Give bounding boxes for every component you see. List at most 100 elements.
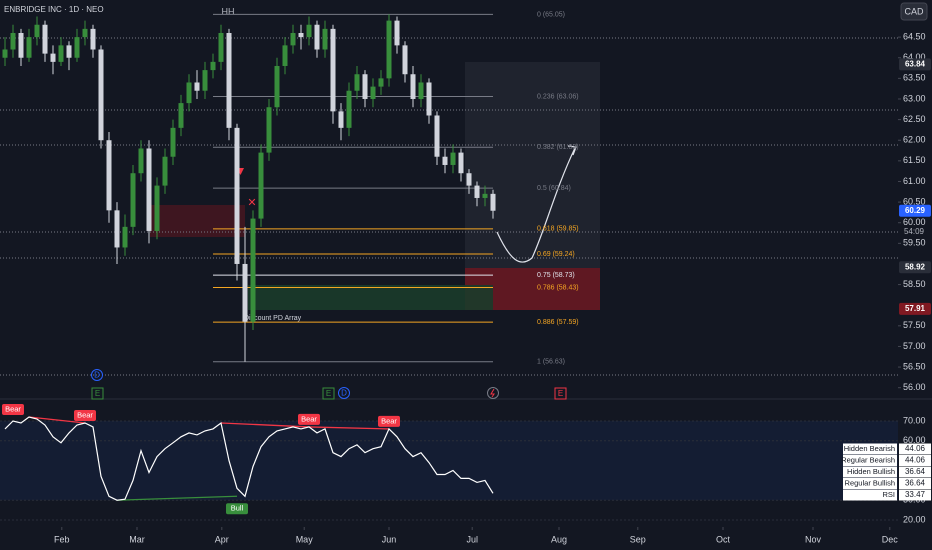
candle-body: [90, 28, 96, 50]
candle-body: [202, 70, 208, 91]
x-tick-label: Dec: [882, 534, 899, 544]
y-tick-label: 61.00: [903, 176, 926, 186]
candle-body: [378, 78, 384, 87]
candle-body: [442, 156, 448, 165]
y-tick-label: 64.50: [903, 31, 926, 41]
event[interactable]: D: [94, 371, 100, 380]
candle-body: [234, 127, 240, 264]
event[interactable]: D: [341, 389, 347, 398]
candle-body: [106, 140, 112, 211]
y-tick-label: 56.50: [903, 361, 926, 371]
legend-name: Hidden Bullish: [847, 467, 895, 476]
legend-value-box: [899, 443, 931, 455]
event[interactable]: E: [326, 389, 331, 398]
y-tick-label: 20.00: [903, 514, 926, 524]
y-tick-label: 60.00: [903, 217, 926, 227]
legend-value: 36.64: [905, 467, 926, 476]
y-tick-label: 57.00: [903, 341, 926, 351]
legend-value-box: [899, 478, 931, 489]
x-tick-label: Apr: [215, 534, 229, 544]
fib-label: 1 (56.63): [537, 359, 565, 366]
candle-body: [434, 115, 440, 157]
x-tick-label: Jul: [466, 534, 478, 544]
x-tick-label: Jun: [382, 534, 397, 544]
fib-label: 0.886 (57.59): [537, 319, 579, 326]
y-tick-label: 61.50: [903, 155, 926, 165]
price-badge-label: 58.92: [905, 262, 926, 271]
legend-value-box: [899, 489, 931, 501]
candle-body: [66, 45, 72, 58]
candle-body: [74, 37, 80, 58]
candle-body: [114, 210, 120, 248]
y-tick-label: 59.50: [903, 238, 926, 248]
candle-body: [242, 263, 248, 322]
countdown: 54:09: [904, 227, 925, 236]
y-tick-label: 57.50: [903, 320, 926, 330]
candle-body: [26, 37, 32, 58]
candle-body: [34, 24, 40, 38]
y-tick-label: 56.00: [903, 382, 926, 392]
legend-name: Hidden Bearish: [844, 444, 895, 453]
legend-name: Regular Bearish: [841, 455, 895, 464]
candle-body: [410, 74, 416, 99]
fib-label: 0.786 (58.43): [537, 284, 579, 291]
fib-label: 0 (65.05): [537, 11, 565, 18]
candle-body: [122, 226, 128, 248]
rsi-band: [0, 420, 898, 501]
price-badge: [899, 58, 931, 71]
fib-label: 0.69 (59.24): [537, 251, 575, 258]
legend-box: [843, 489, 897, 501]
candle-body: [82, 28, 88, 38]
y-tick-label: 60.00: [903, 435, 926, 445]
legend-value: 44.06: [905, 444, 926, 453]
signal-badge: [298, 413, 320, 425]
divergence-line: [116, 495, 238, 501]
x-tick-label: Aug: [551, 534, 567, 544]
price-badge-label: 60.29: [905, 206, 926, 215]
candle-body: [394, 20, 400, 46]
candle-body: [466, 173, 472, 186]
price-badge: [899, 302, 931, 315]
event[interactable]: E: [558, 389, 563, 398]
signal-badge: [2, 404, 24, 416]
candle-body: [154, 185, 160, 231]
candle-body: [450, 152, 456, 165]
legend-value-box: [899, 466, 931, 478]
candle-body: [138, 148, 144, 174]
candle-body: [130, 173, 136, 227]
signal-label: Bear: [301, 414, 317, 423]
candle-body: [162, 156, 168, 186]
event[interactable]: E: [95, 389, 100, 398]
signal-badge: [74, 409, 96, 421]
fib-label: 0.618 (59.85): [537, 226, 579, 233]
y-tick-label: 70.00: [903, 415, 926, 425]
annotation: HH: [222, 6, 235, 16]
chart-title: ENBRIDGE INC · 1D · NEO: [4, 5, 104, 14]
legend-box: [843, 478, 897, 489]
legend-box: [843, 443, 897, 455]
y-tick-label: 64.00: [903, 52, 926, 62]
candle-body: [362, 74, 368, 99]
event-markers: D E E D E: [91, 369, 567, 400]
candle-body: [146, 148, 152, 231]
legend-box: [843, 466, 897, 478]
signal-label: Bull: [231, 504, 244, 513]
y-tick-label: 63.50: [903, 73, 926, 83]
fib-label: 0.382 (61.83): [537, 144, 579, 151]
candle-body: [18, 32, 24, 58]
candle-body: [170, 127, 176, 157]
y-tick-label: 62.50: [903, 114, 926, 124]
signal-badge: [226, 503, 248, 515]
candle-body: [354, 74, 360, 91]
candle-body: [290, 32, 296, 46]
candle-body: [330, 28, 336, 112]
signal-badge: [378, 415, 400, 427]
y-tick-label: 60.50: [903, 196, 926, 206]
price-badge: [899, 204, 931, 217]
signal-label: Bear: [381, 416, 397, 425]
divergence-line: [220, 422, 310, 428]
y-tick-label: 58.50: [903, 279, 926, 289]
currency-badge[interactable]: [900, 2, 928, 21]
candle-body: [402, 45, 408, 75]
